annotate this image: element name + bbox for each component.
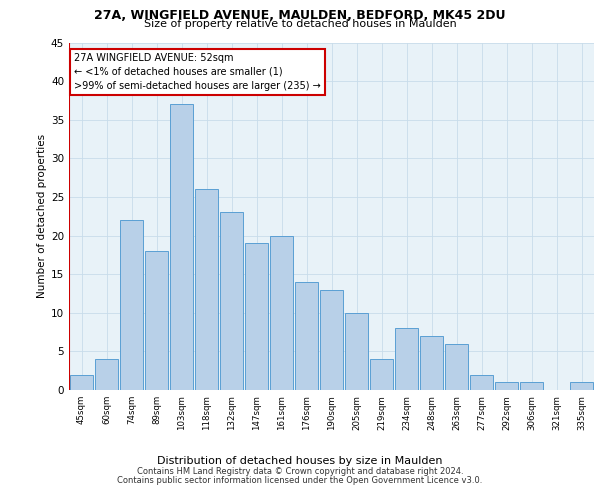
Bar bbox=[95, 359, 118, 390]
Bar bbox=[495, 382, 518, 390]
Text: Contains HM Land Registry data © Crown copyright and database right 2024.: Contains HM Land Registry data © Crown c… bbox=[137, 467, 463, 476]
Bar bbox=[370, 359, 393, 390]
Bar bbox=[520, 382, 543, 390]
Bar bbox=[470, 374, 493, 390]
Text: Size of property relative to detached houses in Maulden: Size of property relative to detached ho… bbox=[143, 19, 457, 29]
Bar bbox=[320, 290, 343, 390]
Bar bbox=[195, 189, 218, 390]
Bar bbox=[570, 382, 593, 390]
Bar bbox=[345, 313, 368, 390]
Bar bbox=[445, 344, 468, 390]
Bar bbox=[270, 236, 293, 390]
Text: Contains public sector information licensed under the Open Government Licence v3: Contains public sector information licen… bbox=[118, 476, 482, 485]
Bar bbox=[120, 220, 143, 390]
Bar bbox=[220, 212, 243, 390]
Bar bbox=[70, 374, 93, 390]
Bar bbox=[395, 328, 418, 390]
Text: 27A WINGFIELD AVENUE: 52sqm
← <1% of detached houses are smaller (1)
>99% of sem: 27A WINGFIELD AVENUE: 52sqm ← <1% of det… bbox=[74, 53, 321, 91]
Bar bbox=[170, 104, 193, 390]
Bar bbox=[145, 251, 168, 390]
Text: 27A, WINGFIELD AVENUE, MAULDEN, BEDFORD, MK45 2DU: 27A, WINGFIELD AVENUE, MAULDEN, BEDFORD,… bbox=[94, 9, 506, 22]
Bar bbox=[295, 282, 318, 390]
Y-axis label: Number of detached properties: Number of detached properties bbox=[37, 134, 47, 298]
Bar bbox=[420, 336, 443, 390]
Text: Distribution of detached houses by size in Maulden: Distribution of detached houses by size … bbox=[157, 456, 443, 466]
Bar bbox=[245, 244, 268, 390]
